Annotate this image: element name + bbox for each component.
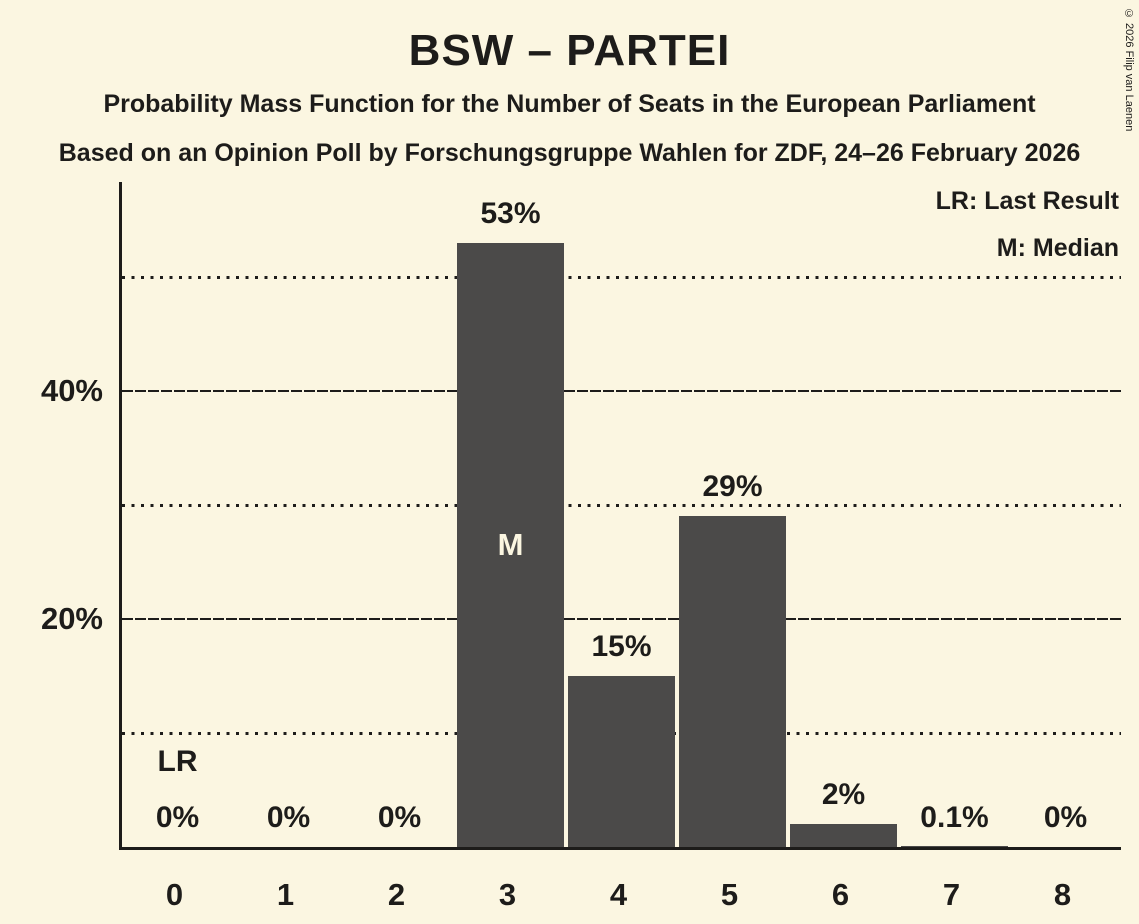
gridline-major-40pct (122, 390, 1121, 392)
bar-value-label-5: 29% (702, 470, 763, 503)
bar-value-label-0: 0% (155, 801, 200, 834)
bar-value-label-3: 53% (480, 197, 541, 230)
bar-value-label-4: 15% (591, 630, 652, 663)
gridline-major-20pct (122, 618, 1121, 620)
legend-last-result: LR: Last Result (935, 187, 1119, 215)
x-tick-label-4: 4 (609, 877, 628, 912)
x-tick-label-0: 0 (165, 877, 184, 912)
bar-value-label-8: 0% (1043, 801, 1088, 834)
y-tick-label-20%: 20% (40, 601, 103, 636)
x-tick-label-2: 2 (387, 877, 406, 912)
x-tick-label-7: 7 (942, 877, 961, 912)
legend-median: M: Median (996, 234, 1119, 262)
x-tick-label-8: 8 (1053, 877, 1072, 912)
chart-source-subtitle: Based on an Opinion Poll by Forschungsgr… (58, 139, 1081, 167)
bar-seats-4 (568, 676, 675, 847)
chart-title: BSW – PARTEI (408, 26, 731, 75)
gridline-minor-50pct (122, 276, 1121, 279)
x-tick-label-1: 1 (276, 877, 295, 912)
bar-seats-5 (679, 516, 786, 847)
gridline-minor-30pct (122, 504, 1121, 507)
bar-value-label-2: 0% (377, 801, 422, 834)
y-tick-label-40%: 40% (40, 373, 103, 408)
x-tick-label-5: 5 (720, 877, 739, 912)
plot-area: 0% LR 0% 0% 53% M 15% 29% 2% 0.1% 0% (119, 182, 1121, 850)
bar-value-label-7: 0.1% (920, 801, 989, 834)
bar-seats-6 (790, 824, 897, 847)
median-marker: M (497, 527, 524, 562)
chart-subtitle: Probability Mass Function for the Number… (103, 90, 1036, 118)
bar-seats-3 (457, 243, 564, 847)
x-tick-label-6: 6 (831, 877, 850, 912)
last-result-marker: LR (157, 745, 198, 778)
copyright-notice: © 2026 Filip van Laenen (1123, 8, 1135, 132)
bar-value-label-6: 2% (821, 778, 866, 811)
bar-value-label-1: 0% (266, 801, 311, 834)
x-tick-label-3: 3 (498, 877, 517, 912)
bar-seats-7 (901, 846, 1008, 847)
